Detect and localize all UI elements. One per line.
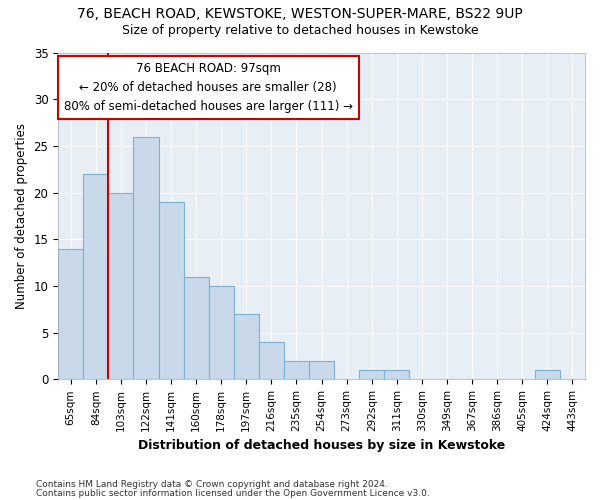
X-axis label: Distribution of detached houses by size in Kewstoke: Distribution of detached houses by size …	[138, 440, 505, 452]
Bar	[209, 286, 234, 380]
Bar	[109, 192, 133, 380]
Bar	[359, 370, 384, 380]
Bar	[284, 360, 309, 380]
Bar	[184, 276, 209, 380]
Text: 76, BEACH ROAD, KEWSTOKE, WESTON-SUPER-MARE, BS22 9UP: 76, BEACH ROAD, KEWSTOKE, WESTON-SUPER-M…	[77, 8, 523, 22]
Bar	[133, 136, 158, 380]
Bar	[158, 202, 184, 380]
Text: Size of property relative to detached houses in Kewstoke: Size of property relative to detached ho…	[122, 24, 478, 37]
Text: Contains HM Land Registry data © Crown copyright and database right 2024.: Contains HM Land Registry data © Crown c…	[36, 480, 388, 489]
Bar	[535, 370, 560, 380]
Bar	[259, 342, 284, 380]
Text: Contains public sector information licensed under the Open Government Licence v3: Contains public sector information licen…	[36, 489, 430, 498]
Bar	[309, 360, 334, 380]
Y-axis label: Number of detached properties: Number of detached properties	[15, 123, 28, 309]
Bar	[234, 314, 259, 380]
Text: 76 BEACH ROAD: 97sqm
← 20% of detached houses are smaller (28)
80% of semi-detac: 76 BEACH ROAD: 97sqm ← 20% of detached h…	[64, 62, 353, 114]
Bar	[384, 370, 409, 380]
Bar	[83, 174, 109, 380]
Bar	[58, 248, 83, 380]
